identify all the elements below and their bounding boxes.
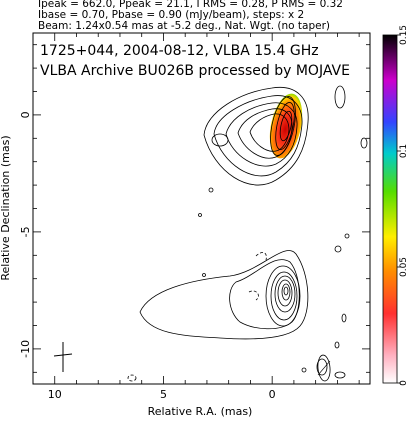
x-axis: 10 5 0: [32, 33, 360, 401]
colorbar-tick-label: 0.15: [399, 25, 409, 45]
header-line-2: Ibase = 0.70, Pbase = 0.90 (mJy/beam), s…: [38, 9, 305, 21]
colorbar-axis: 0 0.05 0.1 0.15: [397, 25, 409, 386]
colorbar-tick-label: 0.1: [399, 144, 409, 158]
colorbar-tick-label: 0: [399, 380, 409, 386]
plot-title: 1725+044, 2004-08-12, VLBA 15.4 GHz: [40, 43, 319, 59]
y-tick-label: -5: [19, 226, 32, 237]
y-axis-label: Relative Declination (mas): [0, 135, 12, 280]
header-line-1: Ipeak = 662.0, Ppeak = 21.1, I RMS = 0.2…: [38, 0, 343, 10]
y-tick-label: 0: [19, 111, 32, 118]
core-color-image: [269, 93, 303, 159]
y-axis: 0 -5 -10: [19, 44, 370, 373]
plot-frame: [32, 32, 371, 385]
x-axis-label: Relative R.A. (mas): [148, 405, 253, 418]
colorbar: [382, 34, 398, 384]
header-line-3: Beam: 1.24x0.54 mas at -5.2 deg., Nat. W…: [38, 20, 331, 32]
x-tick-label: 5: [160, 388, 167, 401]
y-tick-label: -10: [19, 340, 32, 358]
colorbar-tick-label: 0.05: [399, 257, 409, 277]
core-contours: [198, 85, 368, 217]
plot-subtitle: VLBA Archive BU026B processed by MOJAVE: [40, 63, 350, 79]
beam-marker: [53, 342, 73, 372]
jet-contours: [127, 233, 350, 382]
beam-ellipse: [317, 354, 331, 382]
x-tick-label: 0: [269, 388, 276, 401]
x-tick-label: 10: [48, 388, 62, 401]
